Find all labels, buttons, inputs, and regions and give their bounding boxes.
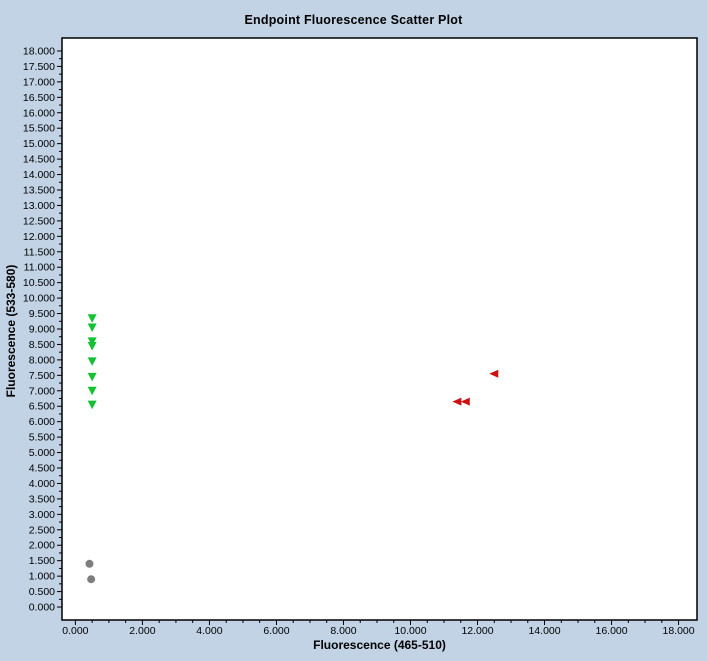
y-tick-label: 8.500 (29, 339, 55, 351)
y-tick-label: 11.000 (24, 262, 55, 274)
y-tick-label: 15.000 (23, 138, 55, 150)
x-tick-label: 14.000 (528, 625, 560, 637)
x-tick-label: 16.000 (595, 625, 627, 637)
y-tick-label: 9.000 (29, 324, 55, 336)
y-tick-label: 7.000 (29, 385, 55, 397)
y-tick-label: 10.000 (23, 293, 55, 305)
x-tick-label: 12.000 (461, 625, 493, 637)
y-tick-label: 13.500 (23, 184, 55, 196)
green-samples-marker[interactable] (87, 386, 97, 396)
y-tick-label: 0.500 (29, 586, 55, 598)
gray-samples-marker[interactable] (85, 559, 94, 568)
y-tick-label: 4.000 (29, 478, 55, 490)
y-tick-label: 4.500 (29, 463, 55, 475)
red-samples-marker[interactable] (489, 369, 499, 378)
y-tick-label: 9.500 (29, 308, 55, 320)
y-tick-label: 10.500 (23, 277, 55, 289)
x-tick-label: 6.000 (263, 625, 289, 637)
y-tick-label: 1.000 (29, 571, 55, 583)
y-axis-title: Fluorescence (533-580) (4, 265, 18, 398)
y-tick-label: 12.500 (23, 215, 55, 227)
green-samples-marker[interactable] (87, 372, 97, 382)
x-tick-label: 18.000 (663, 625, 695, 637)
green-samples-marker[interactable] (87, 357, 97, 366)
y-tick-label: 14.000 (23, 169, 55, 181)
y-tick-label: 8.000 (29, 354, 55, 366)
x-tick-label: 8.000 (330, 625, 356, 637)
y-tick-label: 0.000 (29, 602, 55, 614)
y-tick-label: 11.500 (24, 246, 55, 258)
y-tick-label: 3.500 (29, 493, 55, 505)
y-tick-label: 2.500 (29, 524, 55, 536)
red-samples-marker[interactable] (460, 397, 470, 406)
y-tick-label: 16.500 (23, 92, 55, 104)
y-tick-label: 16.000 (23, 107, 55, 119)
y-tick-label: 5.000 (29, 447, 55, 459)
chart-title: Endpoint Fluorescence Scatter Plot (244, 13, 463, 27)
x-tick-label: 10.000 (394, 625, 426, 637)
y-tick-label: 6.500 (29, 401, 55, 413)
green-samples-marker[interactable] (87, 314, 97, 323)
y-tick-label: 18.000 (23, 45, 55, 57)
y-tick-label: 12.000 (23, 231, 55, 243)
red-samples-marker[interactable] (452, 397, 462, 406)
green-samples-marker[interactable] (87, 341, 97, 351)
green-samples-marker[interactable] (87, 337, 97, 346)
gray-samples-marker[interactable] (87, 575, 96, 584)
y-tick-label: 14.500 (23, 154, 55, 166)
x-tick-label: 4.000 (196, 625, 222, 637)
green-samples-marker[interactable] (87, 400, 97, 410)
plot-area[interactable] (61, 37, 698, 621)
y-tick-label: 13.000 (23, 200, 55, 212)
y-tick-label: 15.500 (23, 123, 55, 135)
y-tick-label: 6.000 (29, 416, 55, 428)
y-tick-label: 2.000 (29, 540, 55, 552)
green-samples-marker[interactable] (87, 323, 97, 332)
y-tick-label: 17.500 (23, 61, 55, 73)
y-tick-label: 1.500 (29, 555, 55, 567)
y-tick-label: 5.500 (29, 432, 55, 444)
y-tick-label: 17.000 (23, 76, 55, 88)
x-axis-title: Fluorescence (465-510) (313, 638, 446, 652)
x-tick-label: 0.000 (62, 625, 88, 637)
y-tick-label: 7.500 (29, 370, 55, 382)
y-tick-label: 3.000 (29, 509, 55, 521)
x-tick-label: 2.000 (129, 625, 155, 637)
